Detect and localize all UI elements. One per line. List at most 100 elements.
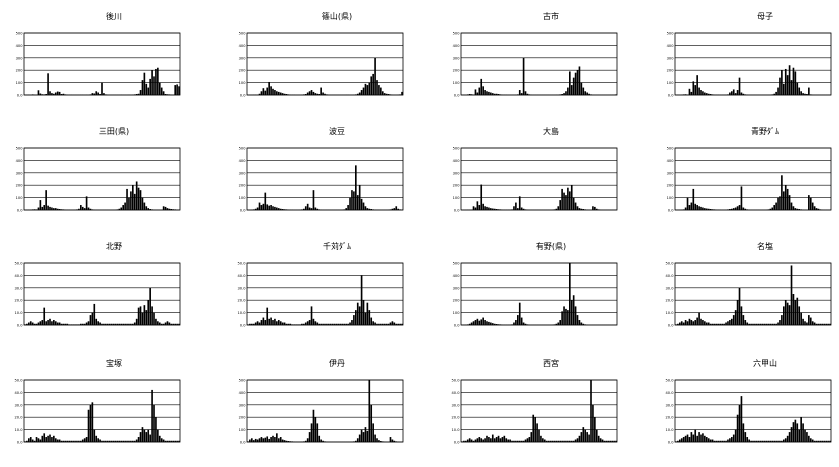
bar (793, 68, 795, 95)
y-tick-label: 50.0 (451, 379, 460, 383)
bar (291, 441, 293, 442)
bar (692, 435, 694, 442)
bar (384, 93, 386, 95)
bar (475, 440, 477, 442)
bar (796, 83, 798, 95)
y-tick-label: 300 (453, 286, 461, 290)
bar (482, 86, 484, 95)
bar (810, 94, 812, 95)
bar (590, 380, 592, 442)
bar (78, 324, 80, 325)
bar (359, 435, 361, 442)
bar (777, 88, 779, 95)
bar (368, 380, 370, 442)
bar (347, 205, 349, 210)
bar (320, 324, 322, 325)
bar (744, 209, 746, 210)
bar (119, 209, 121, 210)
y-tick-label: 100 (239, 81, 247, 85)
bar (714, 95, 716, 96)
bar (727, 209, 729, 210)
bar (82, 207, 84, 210)
bar (136, 94, 138, 95)
bar (746, 323, 748, 325)
y-tick-label: 200 (16, 69, 24, 73)
bar (615, 441, 617, 442)
bar (746, 437, 748, 442)
bar (818, 441, 820, 442)
bar (473, 321, 475, 325)
bar (775, 92, 777, 95)
bar (477, 93, 479, 95)
bar (804, 94, 806, 95)
bar (700, 319, 702, 325)
bar (685, 208, 687, 210)
y-tick-label: 400 (239, 44, 247, 48)
bar (681, 321, 683, 325)
bar (297, 324, 299, 325)
bar (176, 441, 178, 442)
bar (754, 324, 756, 325)
bar (70, 324, 72, 325)
bar (255, 323, 257, 325)
bar (469, 324, 471, 325)
bar (779, 78, 781, 95)
bar (775, 324, 777, 325)
bar (390, 437, 392, 442)
bar (144, 430, 146, 442)
y-tick-label: 100 (453, 311, 461, 315)
bar (257, 440, 259, 442)
bar (30, 437, 32, 442)
bar (138, 188, 140, 210)
bar (609, 441, 611, 442)
bar (142, 198, 144, 210)
bar (486, 207, 488, 210)
bar (702, 208, 704, 210)
bar (169, 323, 171, 325)
y-tick-label: 10.0 (665, 428, 674, 432)
bar (249, 440, 251, 442)
bar (61, 324, 63, 325)
bar (484, 320, 486, 325)
bar (374, 210, 376, 211)
bar (582, 209, 584, 210)
bar (748, 440, 750, 442)
bar (95, 91, 97, 95)
bar (65, 324, 67, 325)
bar (781, 175, 783, 210)
bar (692, 81, 694, 95)
bar (735, 208, 737, 210)
bar (569, 263, 571, 325)
y-tick-label: 400 (453, 274, 461, 278)
y-tick-label: 40.0 (451, 391, 460, 395)
bar (384, 324, 386, 325)
bar (97, 93, 99, 95)
bar (322, 93, 324, 95)
y-tick-label: 200 (667, 69, 675, 73)
bar (762, 324, 764, 325)
bar (388, 324, 390, 325)
bar (743, 315, 745, 325)
bar (324, 324, 326, 325)
bar (471, 440, 473, 442)
bar (109, 441, 111, 442)
bar (61, 94, 63, 95)
y-tick-label: 500 (239, 32, 247, 36)
bar (24, 441, 26, 442)
bar (282, 323, 284, 325)
bar (295, 324, 297, 325)
bar (78, 441, 80, 442)
bar (288, 324, 290, 325)
bar (57, 323, 59, 325)
y-tick-label: 400 (667, 159, 675, 163)
bar (345, 324, 347, 325)
bar (276, 91, 278, 95)
bar (478, 205, 480, 210)
bar (53, 208, 55, 210)
bar (103, 324, 105, 325)
plot-frame (461, 33, 617, 95)
bar (311, 306, 313, 325)
bar (255, 209, 257, 210)
